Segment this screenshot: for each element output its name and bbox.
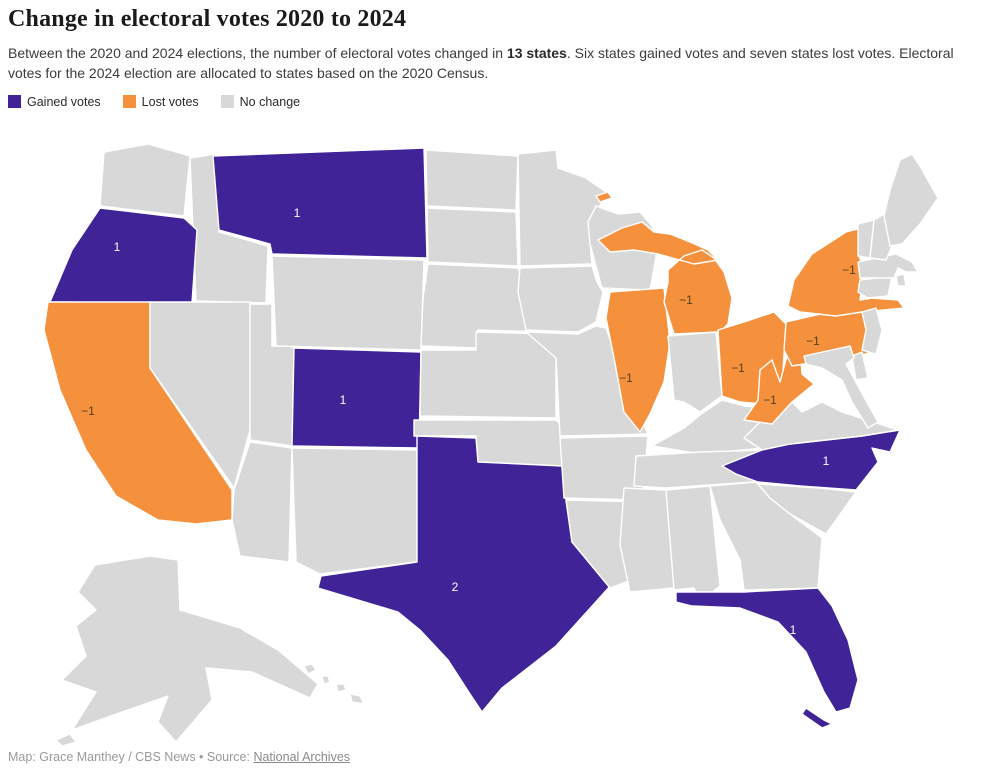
state-arkansas[interactable] xyxy=(559,435,649,501)
state-illinois[interactable] xyxy=(605,287,671,433)
legend: Gained votes Lost votes No change xyxy=(8,95,973,109)
source-link[interactable]: National Archives xyxy=(253,750,351,764)
state-hawaii[interactable] xyxy=(303,663,365,705)
legend-label-gained: Gained votes xyxy=(27,94,101,109)
state-delaware[interactable] xyxy=(851,351,869,381)
subtitle-bold: 13 states xyxy=(506,45,567,61)
state-iowa[interactable] xyxy=(517,265,604,333)
state-alabama[interactable] xyxy=(665,485,721,603)
state-minnesota[interactable] xyxy=(517,149,607,267)
legend-item-nochange: No change xyxy=(220,94,301,109)
state-indiana[interactable] xyxy=(667,331,723,413)
gained-swatch-icon xyxy=(8,95,21,109)
state-florida[interactable] xyxy=(675,587,859,729)
state-idaho[interactable] xyxy=(189,153,269,304)
subtitle-text-2: . Six states gained votes and seven stat… xyxy=(8,45,954,82)
state-michigan[interactable] xyxy=(595,191,733,335)
state-maryland[interactable] xyxy=(803,345,879,429)
legend-item-lost: Lost votes xyxy=(122,94,199,109)
state-nevada[interactable] xyxy=(149,301,251,489)
state-alaska[interactable] xyxy=(55,555,319,747)
state-texas[interactable] xyxy=(317,435,613,713)
footer-credit: Map: Grace Manthey / CBS News • Source: … xyxy=(8,750,350,764)
state-rhode-island[interactable] xyxy=(895,273,907,287)
state-oregon[interactable] xyxy=(49,207,198,304)
chart-header: Change in electoral votes 2020 to 2024 B… xyxy=(8,6,973,109)
nochange-swatch-icon xyxy=(220,95,234,109)
state-washington[interactable] xyxy=(99,143,191,217)
lost-swatch-icon xyxy=(122,95,136,109)
state-connecticut[interactable] xyxy=(857,275,893,299)
state-maine[interactable] xyxy=(883,153,939,247)
state-colorado[interactable] xyxy=(291,347,422,449)
state-new-jersey[interactable] xyxy=(861,307,883,355)
state-south-dakota[interactable] xyxy=(426,207,519,267)
page-title: Change in electoral votes 2020 to 2024 xyxy=(8,6,407,32)
credit-text: Map: Grace Manthey / CBS News • Source: xyxy=(8,750,254,764)
state-montana[interactable] xyxy=(212,147,428,259)
legend-label-nochange: No change xyxy=(239,94,301,109)
state-new-york[interactable] xyxy=(787,227,905,317)
subtitle-text-1: Between the 2020 and 2024 elections, the… xyxy=(8,45,507,61)
legend-item-gained: Gained votes xyxy=(8,95,101,109)
legend-label-lost: Lost votes xyxy=(141,94,199,109)
chart-subtitle: Between the 2020 and 2024 elections, the… xyxy=(8,43,973,84)
state-north-dakota[interactable] xyxy=(425,149,519,211)
state-wyoming[interactable] xyxy=(271,255,425,351)
states-layer xyxy=(43,143,939,747)
state-new-mexico[interactable] xyxy=(291,447,418,575)
state-massachusetts[interactable] xyxy=(857,253,919,279)
state-mississippi[interactable] xyxy=(619,487,675,593)
